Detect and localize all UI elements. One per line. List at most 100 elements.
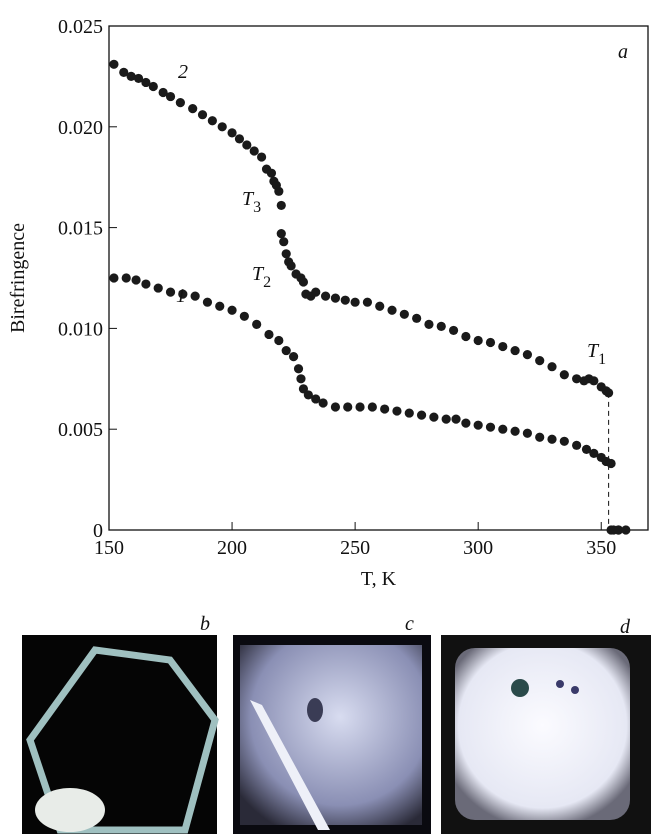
data-point (311, 394, 321, 404)
data-point (119, 67, 129, 77)
data-point (303, 390, 313, 400)
data-point (276, 229, 286, 239)
data-point (242, 140, 252, 150)
data-point (131, 275, 141, 285)
x-tick-label: 150 (94, 537, 124, 559)
panel-label: c (405, 613, 414, 635)
data-point (350, 297, 360, 307)
y-tick-label: 0.025 (58, 16, 103, 38)
data-point (266, 168, 277, 178)
x-tick-label: 350 (586, 537, 616, 559)
data-point (412, 313, 422, 323)
data-point (559, 370, 569, 380)
panel-label: b (200, 613, 210, 635)
curve-label: 1 (176, 285, 186, 307)
data-point (343, 402, 353, 412)
data-point (190, 291, 200, 301)
photo-c (233, 635, 431, 834)
data-point (109, 273, 119, 283)
data-point (234, 134, 245, 144)
data-point (572, 374, 582, 384)
data-point (227, 305, 237, 315)
data-point (589, 448, 599, 458)
data-point (399, 309, 409, 319)
data-point (572, 440, 582, 450)
data-point (133, 73, 144, 84)
annotation: T1 (587, 340, 606, 368)
data-point (621, 525, 631, 535)
y-tick-label: 0 (93, 520, 103, 542)
data-point (249, 146, 259, 156)
data-point (448, 325, 459, 336)
y-tick-label: 0.015 (58, 218, 103, 240)
data-point (207, 116, 217, 126)
data-point (141, 279, 151, 289)
data-point (320, 291, 331, 301)
data-point (613, 525, 624, 535)
data-point (175, 98, 185, 108)
data-point (436, 321, 446, 331)
data-point (485, 422, 496, 432)
data-point (451, 414, 461, 424)
data-point (126, 71, 136, 81)
curve-label: 2 (178, 61, 188, 83)
data-point (535, 432, 545, 442)
annotation-text: T (242, 188, 255, 210)
data-point (188, 104, 198, 114)
annotation-text: a (618, 41, 628, 63)
data-point (256, 152, 267, 162)
data-point (441, 414, 451, 424)
data-point (485, 337, 496, 348)
data-point (498, 424, 508, 434)
data-point (281, 345, 291, 356)
data-point (121, 273, 131, 283)
data-point (252, 319, 262, 329)
data-point (165, 287, 176, 297)
data-point (288, 352, 299, 362)
annotation: a (618, 41, 628, 63)
data-point (429, 412, 439, 422)
data-point (522, 350, 533, 360)
data-point (165, 91, 176, 102)
data-point (264, 329, 274, 340)
data-point (498, 341, 508, 352)
data-point (387, 305, 397, 315)
data-point (318, 398, 328, 408)
y-tick-label: 0.010 (58, 318, 103, 340)
data-point (311, 287, 321, 297)
y-tick-label: 0.005 (58, 419, 103, 441)
data-point (510, 426, 520, 436)
photo-d (441, 635, 651, 834)
data-point (522, 428, 533, 438)
data-point (416, 410, 427, 420)
data-point (473, 420, 483, 430)
x-tick-label: 300 (463, 537, 493, 559)
annotation-subscript: 3 (253, 199, 261, 216)
data-point (293, 364, 304, 374)
data-point (153, 283, 163, 293)
data-point (279, 237, 289, 247)
data-point (424, 319, 434, 329)
annotation-text: T (587, 340, 600, 362)
data-point (461, 331, 471, 342)
data-point (473, 335, 483, 346)
y-tick-label: 0.020 (58, 117, 103, 139)
data-point (298, 277, 309, 287)
y-axis-label: Birefringence (7, 223, 29, 333)
data-point (109, 59, 119, 69)
data-point (197, 110, 208, 120)
annotation-text: T (252, 263, 265, 285)
data-point (606, 458, 616, 469)
data-point (355, 402, 365, 412)
data-point (281, 249, 291, 259)
x-tick-label: 250 (340, 537, 370, 559)
x-axis-label: T, K (361, 568, 397, 590)
annotation: T3 (242, 188, 261, 216)
data-point (604, 388, 614, 398)
data-point (296, 374, 306, 384)
data-point (330, 402, 341, 412)
data-point (589, 376, 599, 386)
data-point (367, 402, 377, 412)
data-point (581, 444, 592, 454)
